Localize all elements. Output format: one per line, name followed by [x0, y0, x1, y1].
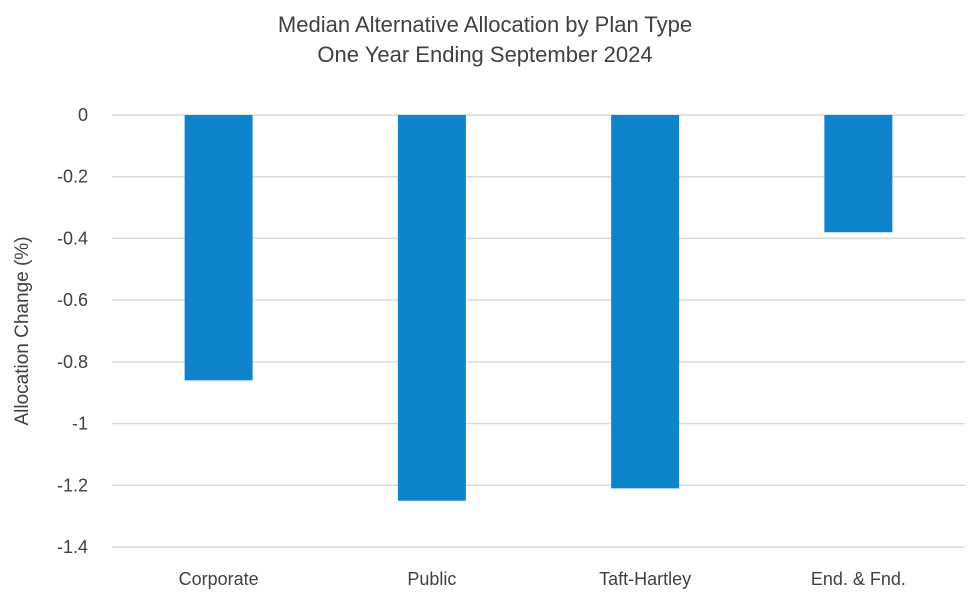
y-axis-title: Allocation Change (%) — [12, 236, 33, 425]
bar-public — [397, 115, 466, 501]
y-tick-label: -0.8 — [57, 352, 88, 372]
bar-end-fnd — [824, 115, 893, 233]
gridlines — [112, 114, 965, 548]
chart-title: Median Alternative Allocation by Plan Ty… — [277, 12, 693, 37]
x-tick-label: Taft-Hartley — [599, 569, 691, 589]
bars — [184, 115, 893, 501]
chart-subtitle: One Year Ending September 2024 — [317, 42, 653, 67]
x-tick-label: End. & Fnd. — [811, 569, 906, 589]
x-axis-ticks: Corporate Public Taft-Hartley End. & Fnd. — [179, 569, 906, 589]
bar-corporate — [184, 115, 253, 381]
bar-taft-hartley — [611, 115, 680, 489]
y-tick-label: -0.4 — [57, 228, 88, 248]
y-tick-label: 0 — [78, 105, 88, 125]
y-tick-label: -0.2 — [57, 167, 88, 187]
y-tick-label: -0.6 — [57, 290, 88, 310]
y-axis-ticks: 0 -0.2 -0.4 -0.6 -0.8 -1 -1.2 -1.4 — [57, 105, 88, 557]
y-tick-label: -1 — [72, 414, 88, 434]
x-tick-label: Public — [407, 569, 456, 589]
x-tick-label: Corporate — [179, 569, 259, 589]
y-tick-label: -1.4 — [57, 537, 88, 557]
y-tick-label: -1.2 — [57, 475, 88, 495]
